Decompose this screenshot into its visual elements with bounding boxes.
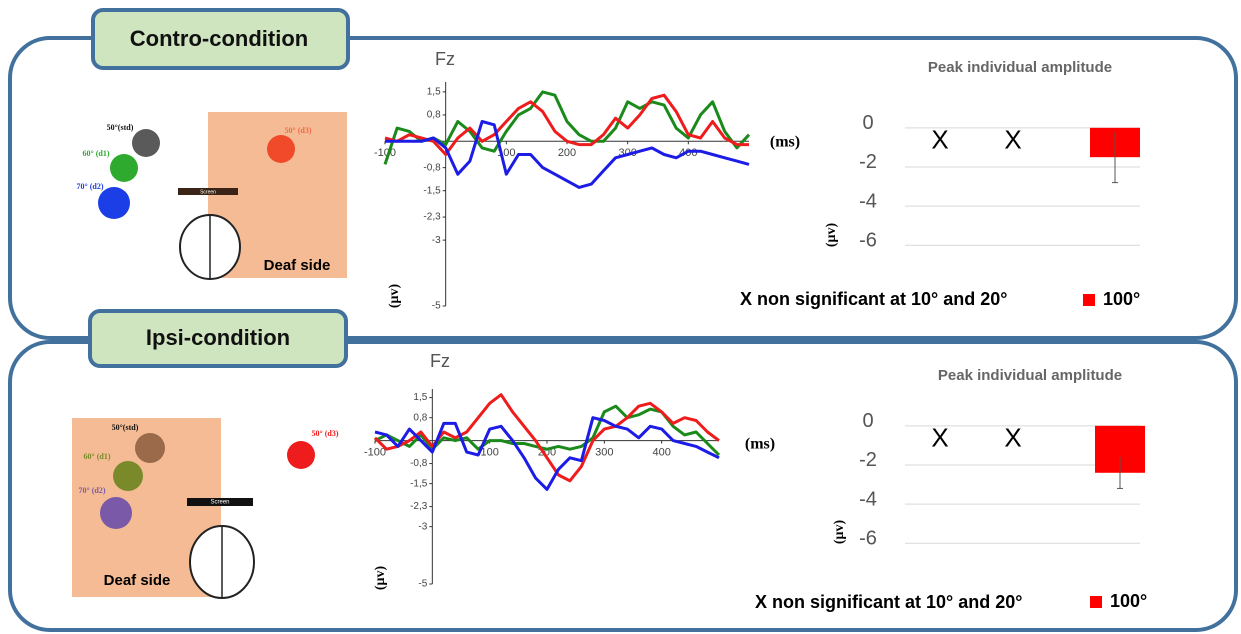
y-tick-label: 0,8: [427, 110, 441, 121]
legend-label: 100°: [1110, 591, 1147, 611]
chart-title: Fz: [430, 351, 450, 371]
speaker: [267, 135, 295, 163]
panel-tab: [88, 309, 348, 368]
y-tick-label: -2: [859, 449, 877, 471]
speaker: [287, 441, 315, 469]
y-tick-label: -5: [432, 301, 441, 312]
y-tick-label: -1,5: [410, 478, 428, 489]
speaker: [113, 461, 143, 491]
y-tick-label: -2: [859, 151, 877, 173]
speaker-label: 60° (d1): [84, 452, 111, 461]
y-tick-label: -3: [432, 235, 441, 246]
erp-line: [385, 120, 750, 189]
y-axis-label: (μv): [373, 566, 388, 591]
x-tick-label: 100: [480, 447, 498, 459]
y-tick-label: -2,3: [410, 501, 428, 512]
erp-line: [374, 416, 720, 491]
screen-label: Screen: [200, 189, 216, 195]
screen-label: Screen: [210, 500, 229, 506]
speaker: [110, 154, 138, 182]
y-tick-label: 0: [862, 112, 873, 134]
speaker-label: 60° (d1): [83, 149, 110, 158]
y-tick-label: 0: [862, 410, 873, 432]
chart-title: Peak individual amplitude: [928, 59, 1112, 76]
panel-tab: [91, 8, 350, 70]
erp-line: [373, 393, 720, 483]
panel-frame: [8, 36, 1238, 340]
y-tick-label: -6: [859, 229, 877, 251]
diagram: 50°(std) 60° (d1) 70° (d2) 50° (d3) Scre…: [72, 418, 339, 599]
x-tick-label: -100: [374, 147, 396, 159]
speaker-label: 50° (d3): [312, 429, 339, 438]
diagram: 50°(std) 60° (d1) 70° (d2) 50° (d3) Scre…: [77, 112, 347, 280]
category-marker: X: [1004, 423, 1021, 453]
x-tick-label: 200: [558, 147, 576, 159]
y-axis-label: (μv): [832, 520, 847, 545]
speaker: [100, 497, 132, 529]
y-tick-label: 0,8: [413, 412, 427, 423]
category-marker: X: [1004, 125, 1021, 155]
y-tick-label: -3: [418, 521, 427, 532]
y-tick-label: -4: [859, 190, 877, 212]
speaker-label: 70° (d2): [79, 486, 106, 495]
y-axis-label: (μv): [824, 223, 839, 248]
panel-frame: [8, 340, 1238, 632]
y-tick-label: -6: [859, 527, 877, 549]
speaker-label: 50°(std): [107, 123, 134, 132]
chart-title: Peak individual amplitude: [938, 367, 1122, 384]
chart-title: Fz: [435, 49, 455, 69]
side-label: Deaf side: [264, 257, 331, 274]
legend-swatch: [1083, 294, 1095, 306]
y-tick-label: 1,5: [413, 392, 427, 403]
legend-swatch: [1090, 596, 1102, 608]
annotation: X non significant at 10° and 20°: [755, 592, 1022, 612]
y-tick-label: -1,5: [423, 185, 441, 196]
speaker-label: 50°(std): [112, 423, 139, 432]
legend-label: 100°: [1103, 289, 1140, 309]
category-marker: X: [931, 423, 948, 453]
speaker: [98, 187, 130, 219]
y-tick-label: -5: [418, 579, 427, 590]
screen: [178, 188, 238, 195]
erp-line: [383, 90, 751, 165]
erp-line: [384, 93, 749, 156]
y-tick-label: -2,3: [423, 212, 441, 223]
panel-label: Ipsi-condition: [146, 325, 290, 350]
speaker-label: 70° (d2): [77, 182, 104, 191]
x-tick-label: 300: [595, 447, 613, 459]
y-axis-label: (μv): [387, 284, 402, 309]
y-tick-label: -4: [859, 488, 877, 510]
y-tick-label: -0,8: [410, 458, 428, 469]
category-marker: X: [931, 125, 948, 155]
y-tick-label: -0,8: [423, 162, 441, 173]
speaker: [132, 129, 160, 157]
side-label: Deaf side: [104, 572, 171, 589]
x-tick-label: 400: [652, 447, 670, 459]
y-tick-label: 1,5: [427, 87, 441, 98]
x-axis-label: (ms): [770, 134, 800, 151]
x-axis-label: (ms): [745, 436, 775, 453]
panel-label: Contro-condition: [130, 26, 308, 51]
screen: [187, 498, 253, 506]
speaker-label: 50° (d3): [285, 126, 312, 135]
x-tick-label: -100: [364, 447, 386, 459]
speaker: [135, 433, 165, 463]
annotation: X non significant at 10° and 20°: [740, 289, 1007, 309]
